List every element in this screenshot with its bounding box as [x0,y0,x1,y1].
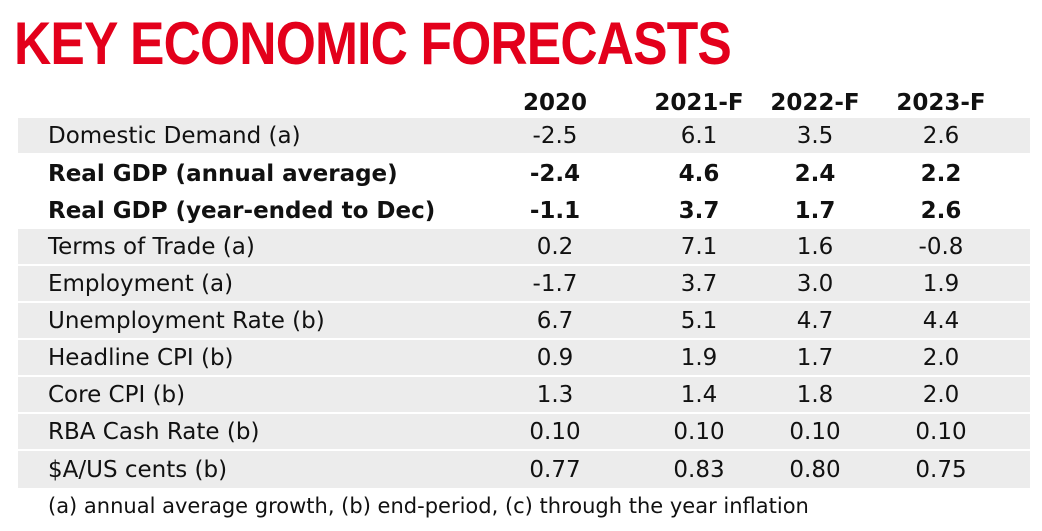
page-title: KEY ECONOMIC FORECASTS [14,10,732,77]
row-label: RBA Cash Rate (b) [48,418,260,445]
row-label: Unemployment Rate (b) [48,307,325,334]
table-cell: 7.1 [680,233,718,260]
table-row-terms-of-trade: Terms of Trade (a) 0.2 7.1 1.6 -0.8 [18,229,1030,266]
table-cell: 3.7 [680,270,718,297]
table-cell: 5.1 [680,307,718,334]
table-cell: 4.6 [678,160,720,187]
table-cell: 2.0 [922,344,960,371]
table-cell: 0.83 [673,456,725,483]
table-cell: 1.7 [794,197,836,224]
table-cell: -0.8 [918,233,964,260]
table-header-row: 2020 2021-F 2022-F 2023-F [18,88,1030,118]
table-cell: 2.6 [920,197,962,224]
row-label: $A/US cents (b) [48,456,228,483]
table-cell: 3.7 [678,197,720,224]
table-cell: -1.1 [529,197,581,224]
table-cell: 0.10 [529,418,581,445]
row-label: Real GDP (year-ended to Dec) [48,197,436,224]
table-row-real-gdp-annual: Real GDP (annual average) -2.4 4.6 2.4 2… [18,155,1030,192]
table-cell: 0.2 [536,233,574,260]
table-row-unemployment-rate: Unemployment Rate (b) 6.7 5.1 4.7 4.4 [18,303,1030,340]
table-row-core-cpi: Core CPI (b) 1.3 1.4 1.8 2.0 [18,377,1030,414]
column-header-2023-f: 2023-F [896,90,986,116]
table-cell: 0.77 [529,456,581,483]
table-row-rba-cash-rate: RBA Cash Rate (b) 0.10 0.10 0.10 0.10 [18,414,1030,451]
table-cell: 2.4 [794,160,836,187]
table-cell: -2.5 [532,122,578,149]
table-row-domestic-demand: Domestic Demand (a) -2.5 6.1 3.5 2.6 [18,118,1030,155]
table-cell: 0.10 [673,418,725,445]
table-cell: 1.8 [796,381,834,408]
table-row-employment: Employment (a) -1.7 3.7 3.0 1.9 [18,266,1030,303]
table-cell: 1.3 [536,381,574,408]
table-cell: 1.9 [680,344,718,371]
table-cell: 3.0 [796,270,834,297]
row-label: Real GDP (annual average) [48,160,398,187]
table-cell: 2.2 [920,160,962,187]
table-row-headline-cpi: Headline CPI (b) 0.9 1.9 1.7 2.0 [18,340,1030,377]
table-cell: 0.75 [915,456,967,483]
table-cell: 0.9 [536,344,574,371]
table-cell: 1.6 [796,233,834,260]
table-cell: 4.4 [922,307,960,334]
column-header-2020: 2020 [522,90,587,116]
table-cell: -1.7 [532,270,578,297]
row-label: Core CPI (b) [48,381,186,408]
table-cell: 2.0 [922,381,960,408]
footnote: (a) annual average growth, (b) end-perio… [48,494,809,518]
row-label: Headline CPI (b) [48,344,234,371]
table-row-real-gdp-year-ended: Real GDP (year-ended to Dec) -1.1 3.7 1.… [18,192,1030,229]
table-cell: 6.1 [680,122,718,149]
table-cell: 0.80 [789,456,841,483]
table-cell: 3.5 [796,122,834,149]
table-cell: 6.7 [536,307,574,334]
table-cell: -2.4 [529,160,581,187]
table-row-aud-us-cents: $A/US cents (b) 0.77 0.83 0.80 0.75 [18,451,1030,488]
table-cell: 4.7 [796,307,834,334]
table-cell: 1.9 [922,270,960,297]
row-label: Terms of Trade (a) [48,233,255,260]
row-label: Domestic Demand (a) [48,122,301,149]
table-cell: 1.7 [796,344,834,371]
row-label: Employment (a) [48,270,234,297]
table-cell: 1.4 [680,381,718,408]
column-header-2022-f: 2022-F [770,90,860,116]
forecast-table: 2020 2021-F 2022-F 2023-F Domestic Deman… [18,88,1030,488]
table-cell: 0.10 [789,418,841,445]
table-cell: 0.10 [915,418,967,445]
column-header-2021-f: 2021-F [654,90,744,116]
table-cell: 2.6 [922,122,960,149]
